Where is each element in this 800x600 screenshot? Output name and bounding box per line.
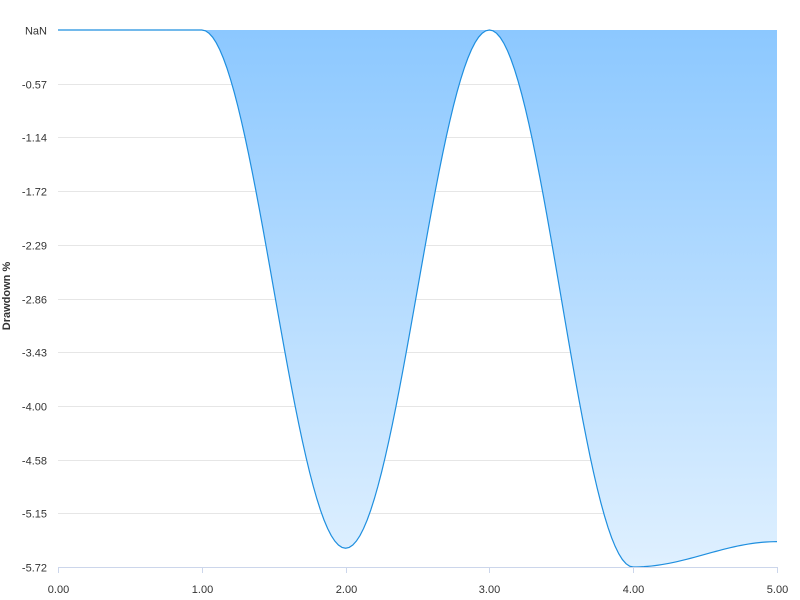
x-tick-label: 5.00: [767, 584, 788, 596]
y-tick-label: -3.43: [22, 348, 47, 360]
y-tick-label: -5.72: [22, 563, 47, 575]
x-axis: 0.00 1.00 2.00 3.00 4.00 5.00: [48, 567, 788, 596]
y-axis: NaN -0.57 -1.14 -1.72 -2.29 -2.86 -3.43 -4.00 -4…: [22, 26, 47, 575]
y-tick-label: -0.57: [22, 80, 47, 92]
drawdown-line: [58, 29, 778, 568]
x-tick-label: 1.00: [192, 584, 213, 596]
y-tick-label: NaN: [25, 26, 47, 38]
x-tick-label: 0.00: [48, 584, 69, 596]
data-markers: [93, 29, 167, 31]
x-tick-label: 3.00: [479, 584, 500, 596]
y-tick-label: -1.14: [22, 133, 47, 145]
y-tick-label: -4.58: [22, 456, 47, 468]
drawdown-area: [58, 30, 777, 567]
y-tick-label: -2.86: [22, 295, 47, 307]
y-tick-label: -4.00: [22, 402, 47, 414]
x-tick-label: 4.00: [623, 584, 644, 596]
y-axis-title: Drawdown %: [1, 262, 13, 331]
y-tick-label: -2.29: [22, 241, 47, 253]
grid-lines: [58, 84, 777, 514]
plot-area: [58, 29, 778, 568]
y-tick-label: -5.15: [22, 509, 47, 521]
x-tick-label: 2.00: [336, 584, 357, 596]
y-tick-label: -1.72: [22, 187, 47, 199]
